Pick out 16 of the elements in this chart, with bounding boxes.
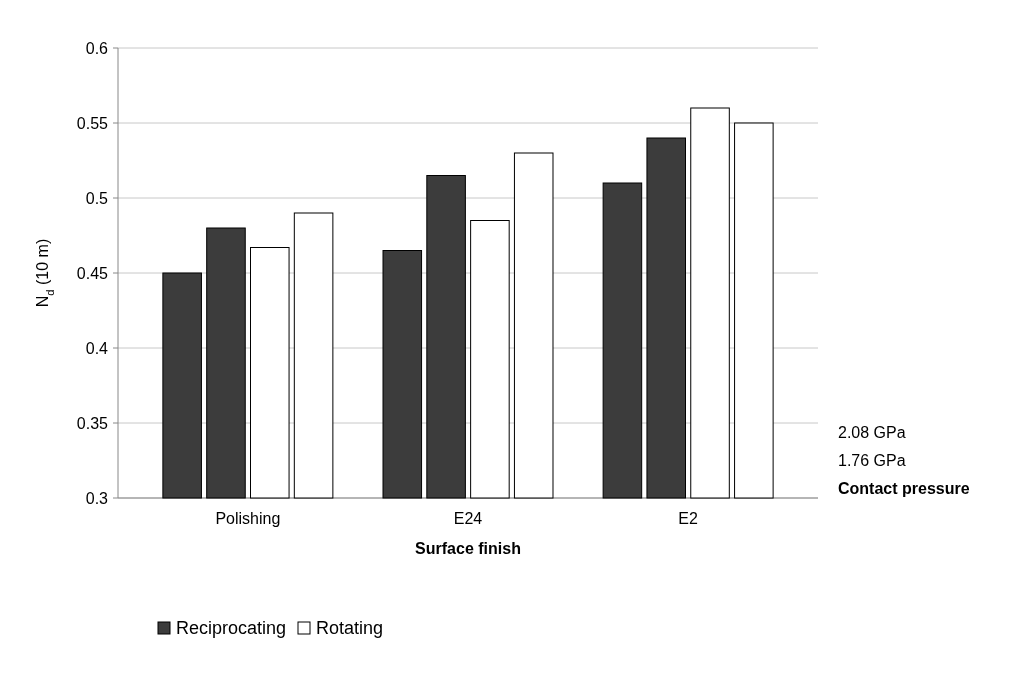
y-tick-label: 0.55 [76,114,109,132]
x-tick-label: Polishing [215,510,281,527]
text: 2.08 GPa [838,424,906,441]
legend-label: Reciprocating [176,618,287,639]
x-tick-label: E2 [678,510,699,527]
legend-label: Rotating [316,618,384,639]
text: Contact pressure [838,480,970,497]
y-tick-label: 0.45 [76,264,109,282]
text: 1.76 GPa [838,452,906,469]
x-tick-label: E24 [453,510,483,527]
x-axis-title: Surface finish [415,540,521,557]
y-tick-label: 0.35 [76,414,109,432]
y-tick-label: 0.6 [85,39,109,57]
y-tick-label: 0.4 [85,339,109,357]
y-tick-label: 0.3 [85,489,109,507]
y-tick-label: 0.5 [85,189,109,207]
